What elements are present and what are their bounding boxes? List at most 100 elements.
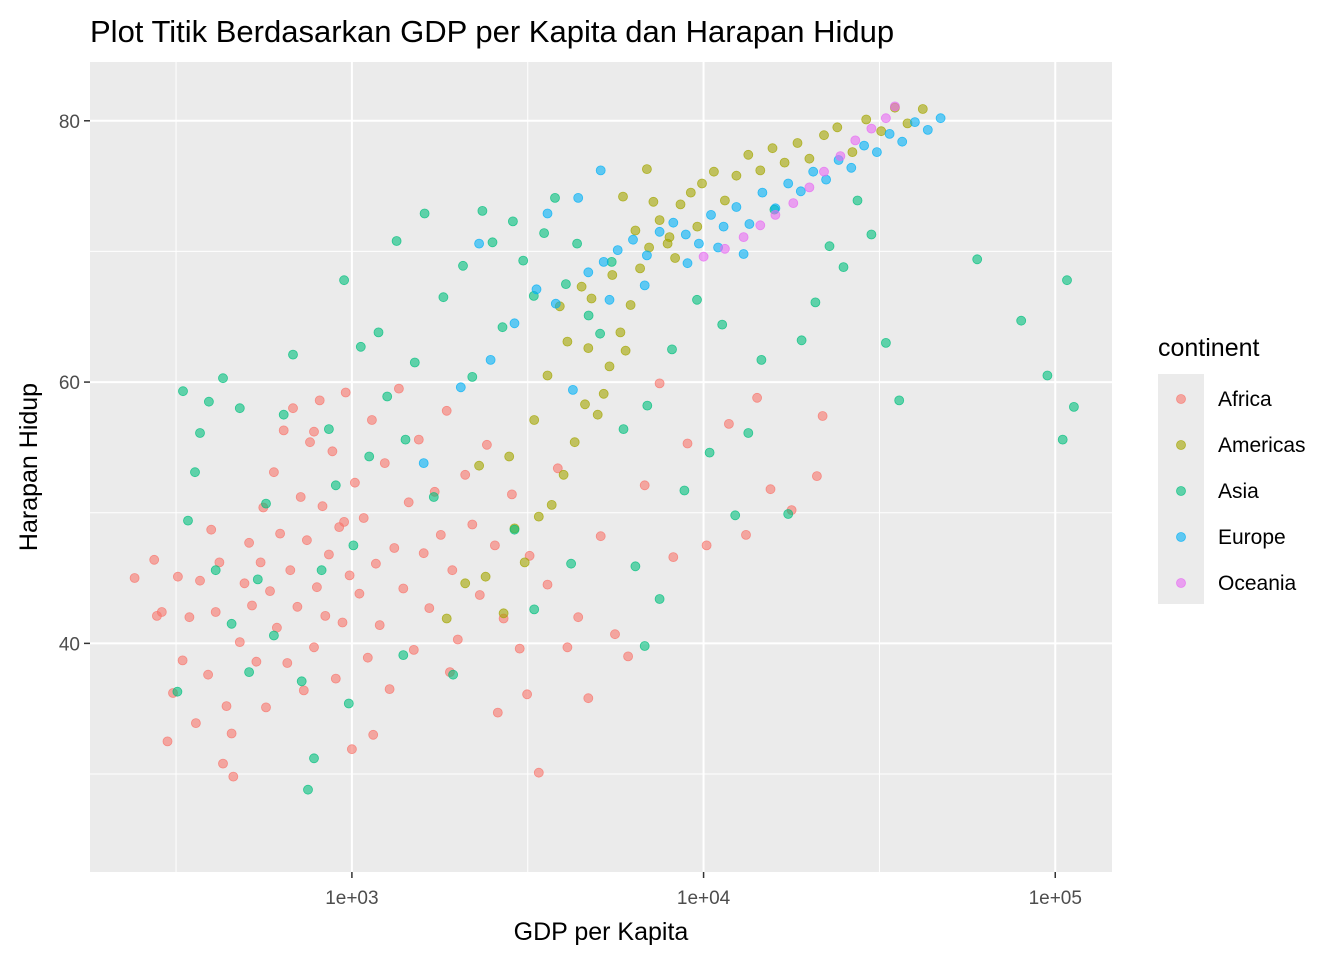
data-point-africa: [701, 540, 712, 551]
data-point-oceania: [890, 101, 900, 112]
data-point-africa: [447, 565, 458, 576]
data-point-europe: [485, 354, 496, 365]
data-point-asia: [218, 373, 228, 384]
data-point-africa: [370, 558, 381, 569]
data-point-oceania: [788, 198, 799, 209]
data-point-africa: [481, 439, 492, 450]
data-point-asia: [529, 604, 540, 615]
data-point-africa: [817, 411, 828, 421]
data-point-europe: [757, 187, 768, 198]
data-point-africa: [221, 701, 232, 711]
data-point-americas: [779, 157, 790, 168]
data-point-europe: [598, 256, 609, 267]
data-point-africa: [339, 517, 350, 527]
data-point-africa: [309, 426, 319, 437]
data-point-asia: [550, 192, 560, 203]
data-point-africa: [562, 642, 573, 653]
data-point-africa: [129, 573, 140, 583]
data-point-americas: [804, 153, 815, 164]
data-point-europe: [795, 186, 806, 197]
data-points: [129, 101, 1079, 795]
data-point-asia: [730, 510, 741, 521]
data-point-americas: [819, 130, 829, 141]
data-point-americas: [441, 613, 452, 624]
data-point-asia: [509, 524, 520, 535]
data-point-asia: [448, 669, 459, 680]
data-point-asia: [244, 667, 255, 677]
data-point-americas: [519, 557, 530, 568]
data-point-africa: [149, 554, 160, 565]
data-point-asia: [323, 424, 334, 435]
data-point-africa: [418, 548, 429, 559]
data-point-africa: [524, 550, 535, 561]
chart-title: Plot Titik Berdasarkan GDP per Kapita da…: [90, 14, 894, 49]
data-point-europe: [531, 284, 542, 295]
legend-label-europe: Europe: [1218, 526, 1286, 549]
data-point-asia: [339, 275, 350, 286]
data-point-asia: [172, 686, 183, 697]
x-tick-label: 1e+05: [1029, 888, 1082, 909]
data-point-africa: [408, 645, 419, 655]
data-point-europe: [668, 217, 679, 228]
data-point-africa: [389, 543, 400, 553]
data-point-africa: [812, 471, 822, 482]
data-point-americas: [635, 263, 645, 274]
data-point-africa: [724, 418, 734, 429]
x-tick-label: 1e+03: [325, 888, 378, 909]
data-point-europe: [568, 384, 578, 395]
data-point-americas: [569, 437, 580, 448]
data-point-americas: [498, 608, 509, 619]
data-point-africa: [203, 669, 214, 680]
data-point-asia: [743, 428, 754, 438]
data-point-americas: [586, 293, 597, 304]
data-point-europe: [910, 117, 920, 127]
data-point-asia: [288, 349, 298, 360]
data-point-europe: [846, 162, 857, 173]
data-point-asia: [1062, 275, 1072, 286]
legend-label-africa: Africa: [1218, 388, 1272, 411]
data-point-europe: [550, 298, 561, 309]
data-point-africa: [489, 540, 500, 551]
data-point-asia: [398, 650, 409, 660]
data-point-americas: [692, 221, 703, 232]
data-point-oceania: [698, 251, 709, 262]
data-point-americas: [917, 104, 928, 114]
data-point-africa: [292, 601, 303, 612]
data-point-americas: [558, 469, 569, 480]
data-point-asia: [203, 396, 214, 407]
data-point-oceania: [755, 220, 766, 231]
data-point-africa: [413, 434, 424, 445]
x-tick-label: 1e+04: [677, 888, 731, 909]
data-point-africa: [522, 689, 532, 700]
data-point-asia: [630, 561, 641, 572]
legend-label-oceania: Oceania: [1218, 572, 1297, 595]
data-point-oceania: [804, 182, 815, 193]
plot-panel: [90, 62, 1112, 872]
data-point-africa: [282, 658, 293, 668]
data-point-africa: [492, 707, 503, 718]
data-point-asia: [583, 310, 594, 321]
data-point-americas: [598, 388, 609, 399]
data-point-asia: [796, 335, 807, 346]
data-point-africa: [682, 438, 693, 449]
data-point-americas: [460, 578, 471, 589]
data-point-americas: [654, 215, 665, 226]
data-point-africa: [552, 463, 563, 474]
grid-minor-lines: [90, 62, 1112, 872]
data-point-europe: [474, 238, 485, 249]
data-point-africa: [474, 590, 485, 600]
data-point-asia: [330, 480, 341, 491]
data-point-africa: [239, 578, 250, 589]
data-point-africa: [244, 537, 255, 548]
data-point-asia: [355, 341, 366, 352]
data-point-asia: [278, 409, 289, 420]
data-point-africa: [195, 575, 205, 586]
data-point-africa: [639, 480, 650, 491]
data-point-asia: [618, 424, 629, 435]
data-point-americas: [832, 122, 843, 133]
data-point-europe: [859, 140, 869, 151]
data-point-africa: [349, 477, 360, 488]
data-point-americas: [583, 343, 594, 354]
legend-key-europe: [1176, 532, 1186, 542]
data-point-africa: [226, 728, 237, 739]
